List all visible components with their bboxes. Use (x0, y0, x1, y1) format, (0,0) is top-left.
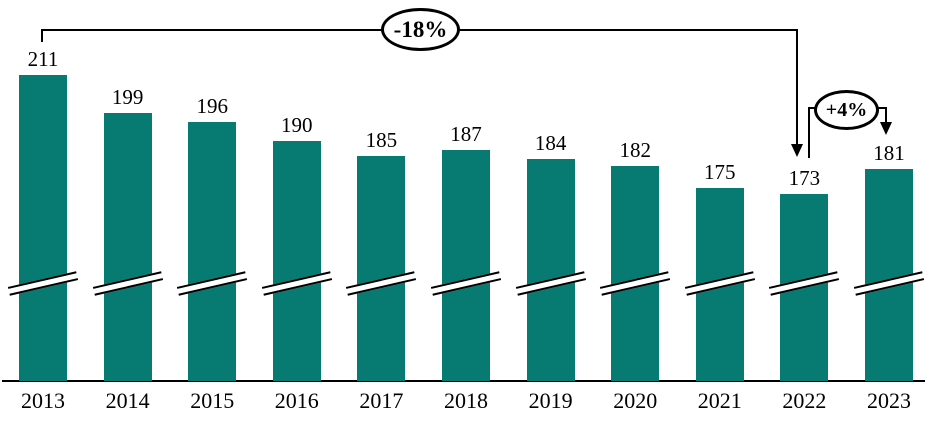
growth-bracket-left-line (808, 107, 810, 158)
bar (272, 141, 321, 381)
x-axis-label: 2023 (867, 388, 911, 413)
bar (611, 166, 660, 381)
bar-value-label: 175 (704, 160, 736, 184)
x-axis-label: 2014 (105, 388, 150, 413)
bar-value-label: 185 (365, 128, 398, 152)
x-axis-label: 2018 (444, 388, 488, 413)
decline-arrowhead-icon (791, 144, 803, 157)
bar-value-label: 187 (450, 122, 482, 146)
growth-bracket-right-connector (872, 107, 887, 109)
decline-percent-label: -18% (393, 16, 448, 42)
bar (442, 150, 490, 381)
bar-value-label: 190 (281, 113, 313, 137)
bar-value-label: 196 (196, 94, 228, 118)
bar (526, 159, 575, 381)
x-axis-label: 2015 (190, 388, 235, 413)
bar-value-label: 211 (27, 47, 59, 71)
growth-bracket-right-line (885, 107, 887, 123)
bar (357, 156, 406, 381)
x-axis-label: 2019 (528, 388, 573, 413)
x-axis-label: 2017 (359, 388, 404, 413)
bar-value-label: 184 (534, 131, 567, 155)
growth-arrowhead-icon (880, 122, 892, 135)
bar (19, 75, 67, 381)
bar (188, 122, 237, 381)
x-axis-line (2, 380, 925, 382)
x-axis-label: 2021 (697, 388, 742, 413)
bar (103, 113, 152, 381)
bar-value-label: 173 (788, 166, 821, 190)
growth-percent-badge: +4% (814, 90, 879, 130)
growth-percent-label: +4% (825, 98, 868, 121)
decline-bracket-left-tick (41, 29, 43, 42)
x-axis-label: 2013 (21, 388, 65, 413)
bar-value-label: 182 (619, 138, 651, 162)
bar-value-label: 181 (873, 141, 905, 165)
x-axis-label: 2020 (613, 388, 658, 413)
bar-value-label: 199 (111, 85, 144, 109)
decline-percent-badge: -18% (381, 8, 460, 51)
x-axis-label: 2022 (782, 388, 827, 413)
decline-bracket-drop-line (796, 29, 798, 145)
x-axis-label: 2016 (274, 388, 319, 413)
